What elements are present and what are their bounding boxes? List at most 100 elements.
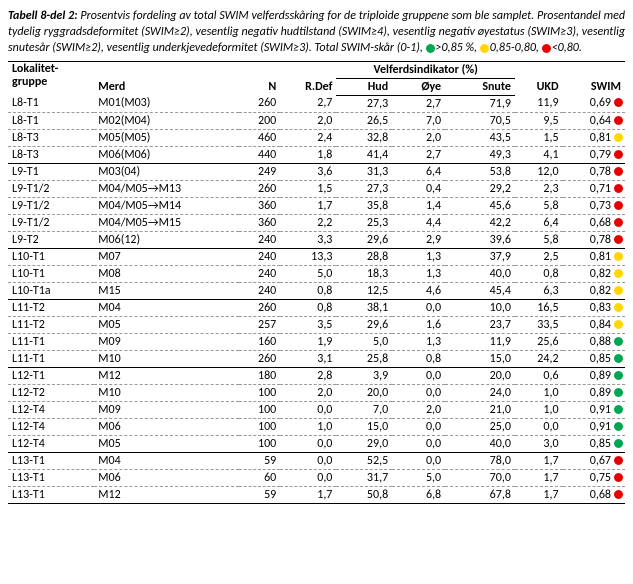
cell: 100 [239,401,281,418]
cell: M05 [94,316,238,333]
green-dot-icon [614,439,623,448]
cell: 25,3 [336,214,392,231]
col-lokalitet: Lokalitet-gruppe [8,61,94,95]
cell: 3,0 [515,435,563,452]
cell: 45,4 [445,282,515,299]
swim-cell: 0,91 [563,401,625,418]
cell: 0,0 [280,469,336,486]
cell: M15 [94,282,238,299]
cell: L13-T1 [8,469,94,486]
col-n: N [239,61,281,95]
swim-cell: 0,69 [563,95,625,112]
green-dot-icon [614,422,623,431]
legend-dot-green [426,44,435,53]
table-row: L11-T1M091601,95,01,311,925,60,88 [8,333,625,350]
swim-table: Lokalitet-gruppe Merd N R.Def Velferdsin… [8,61,625,504]
cell: 6,4 [392,163,445,180]
cell: L8-T3 [8,129,94,146]
cell: 2,8 [280,367,336,384]
table-row: L10-T1M0724013,328,81,337,92,50,81 [8,248,625,265]
table-row: L9-T1/2M04/M05→M132601,527,30,429,22,30,… [8,180,625,197]
cell: 5,8 [515,231,563,248]
col-merd: Merd [94,61,238,95]
cell: M06 [94,469,238,486]
cell: 39,6 [445,231,515,248]
cell: 180 [239,367,281,384]
cell: L11-T1 [8,350,94,367]
cell: 37,9 [445,248,515,265]
swim-cell: 0,85 [563,350,625,367]
cell: 5,0 [392,469,445,486]
cell: 70,5 [445,112,515,129]
table-row: L9-T1/2M04/M05→M153602,225,34,442,26,40,… [8,214,625,231]
cell: 0,0 [392,435,445,452]
cell: 24,0 [445,384,515,401]
cell: 2,0 [280,384,336,401]
swim-cell: 0,89 [563,384,625,401]
cell: 33,5 [515,316,563,333]
red-dot-icon [614,456,623,465]
cell: 11,9 [515,95,563,112]
cell: 1,4 [392,197,445,214]
swim-cell: 0,84 [563,316,625,333]
cell: 3,1 [280,350,336,367]
table-row: L11-T2M042600,838,10,010,016,50,83 [8,299,625,316]
swim-cell: 0,81 [563,129,625,146]
cell: 52,5 [336,452,392,469]
cell: 29,6 [336,316,392,333]
cell: 0,0 [392,384,445,401]
cell: 43,5 [445,129,515,146]
swim-cell: 0,75 [563,469,625,486]
cell: 70,0 [445,469,515,486]
cell: 0,8 [280,299,336,316]
cell: 12,5 [336,282,392,299]
cell: 2,7 [280,95,336,112]
cell: 249 [239,163,281,180]
cell: 29,0 [336,435,392,452]
red-dot-icon [614,116,623,125]
table-row: L11-T1M102603,125,80,815,024,20,85 [8,350,625,367]
table-caption: Tabell 8-del 2: Prosentvis fordeling av … [8,8,625,57]
cell: M02(M04) [94,112,238,129]
swim-cell: 0,68 [563,214,625,231]
cell: 257 [239,316,281,333]
legend-text: >0,85 %, [436,41,480,55]
cell: 1,5 [280,180,336,197]
caption-legend: >0,85 %, 0,85-0,80, <0,80. [426,41,582,55]
cell: M04/M05→M15 [94,214,238,231]
cell: L13-T1 [8,486,94,503]
table-row: L12-T4M091000,07,02,021,01,00,91 [8,401,625,418]
cell: 25,0 [445,418,515,435]
cell: 2,0 [280,112,336,129]
cell: 40,0 [445,435,515,452]
cell: 25,6 [515,333,563,350]
cell: 42,2 [445,214,515,231]
cell: 2,2 [280,214,336,231]
red-dot-icon [614,167,623,176]
cell: 67,8 [445,486,515,503]
cell: 2,3 [515,180,563,197]
cell: 100 [239,435,281,452]
cell: 6,8 [392,486,445,503]
cell: 240 [239,282,281,299]
red-dot-icon [614,184,623,193]
cell: 53,8 [445,163,515,180]
cell: M04 [94,299,238,316]
cell: L9-T1/2 [8,214,94,231]
yellow-dot-icon [614,286,623,295]
cell: 0,0 [280,435,336,452]
cell: 360 [239,214,281,231]
cell: 0,0 [280,401,336,418]
table-row: L9-T1/2M04/M05→M143601,735,81,445,65,80,… [8,197,625,214]
cell: 240 [239,265,281,282]
yellow-dot-icon [614,320,623,329]
cell: M03(04) [94,163,238,180]
cell: 1,7 [515,452,563,469]
green-dot-icon [614,388,623,397]
cell: 27,3 [336,95,392,112]
yellow-dot-icon [614,133,623,142]
cell: 1,6 [392,316,445,333]
cell: 60 [239,469,281,486]
cell: 0,0 [392,452,445,469]
cell: 24,2 [515,350,563,367]
